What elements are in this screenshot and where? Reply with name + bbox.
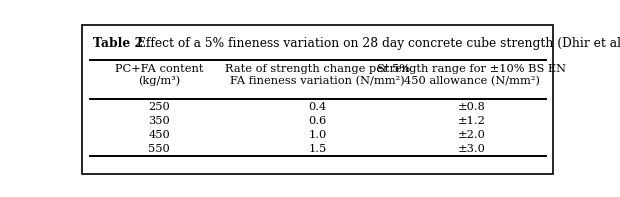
Text: ±2.0: ±2.0 <box>458 130 485 139</box>
Text: 0.4: 0.4 <box>309 101 327 112</box>
Text: ±1.2: ±1.2 <box>458 115 485 125</box>
Text: ±0.8: ±0.8 <box>458 101 485 112</box>
Text: Effect of a 5% fineness variation on 28 day concrete cube strength (Dhir et al.,: Effect of a 5% fineness variation on 28 … <box>137 37 620 50</box>
Text: 0.6: 0.6 <box>309 115 327 125</box>
Text: 350: 350 <box>148 115 170 125</box>
Text: Rate of strength change per 5%
FA fineness variation (N/mm²): Rate of strength change per 5% FA finene… <box>225 64 410 86</box>
Text: Table 2: Table 2 <box>93 37 143 50</box>
Text: Strength range for ±10% BS EN
450 allowance (N/mm²): Strength range for ±10% BS EN 450 allowa… <box>377 64 566 86</box>
Text: 450: 450 <box>148 130 170 139</box>
FancyBboxPatch shape <box>82 25 553 174</box>
Text: PC+FA content
(kg/m³): PC+FA content (kg/m³) <box>115 64 203 86</box>
Text: 1.0: 1.0 <box>309 130 327 139</box>
Text: 550: 550 <box>148 144 170 154</box>
Text: 250: 250 <box>148 101 170 112</box>
Text: ±3.0: ±3.0 <box>458 144 485 154</box>
Text: 1.5: 1.5 <box>309 144 327 154</box>
